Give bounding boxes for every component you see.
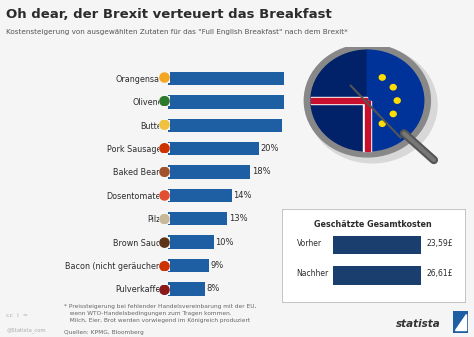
Circle shape [394,98,400,103]
Bar [168,258,209,272]
Text: Geschätzte Gesamtkosten: Geschätzte Gesamtkosten [314,220,432,229]
Circle shape [160,238,169,247]
Wedge shape [311,50,367,151]
Bar [311,98,367,103]
Bar [168,119,282,132]
Circle shape [160,73,169,82]
Text: 20%: 20% [261,144,279,153]
Bar [311,97,367,104]
Text: 26,61£: 26,61£ [426,269,453,278]
Circle shape [160,214,169,224]
Bar [168,235,214,249]
Text: 8%: 8% [206,284,219,293]
Text: Quellen: KPMG, Bloomberg: Quellen: KPMG, Bloomberg [64,330,144,335]
Circle shape [379,121,385,126]
Bar [168,282,204,296]
Text: Nachher: Nachher [297,269,329,278]
Text: cc  i  =: cc i = [6,313,28,318]
Circle shape [160,262,169,271]
Circle shape [160,144,169,153]
Circle shape [160,96,169,106]
FancyBboxPatch shape [333,266,421,285]
Circle shape [160,167,169,177]
Circle shape [379,75,385,80]
Text: @Statista_com: @Statista_com [6,327,46,333]
Circle shape [160,285,169,295]
Circle shape [304,44,430,157]
Text: 10%: 10% [215,238,234,247]
Circle shape [390,85,396,90]
Wedge shape [367,50,424,151]
Text: 23,59£: 23,59£ [426,239,453,248]
Text: 14%: 14% [234,191,252,200]
Text: 9%: 9% [211,261,224,270]
Text: statista: statista [396,318,440,329]
Bar [168,142,259,155]
Bar [168,95,304,109]
FancyBboxPatch shape [333,236,421,254]
Bar [168,72,322,85]
Circle shape [160,120,169,129]
Circle shape [308,47,437,163]
Bar [168,165,250,179]
Bar [168,189,232,202]
Bar [168,212,227,225]
Text: 13%: 13% [229,214,247,223]
Circle shape [390,111,396,117]
Text: Oh dear, der Brexit verteuert das Breakfast: Oh dear, der Brexit verteuert das Breakf… [6,8,332,22]
Bar [363,100,372,151]
Bar [365,100,370,151]
Polygon shape [455,314,465,330]
Text: Vorher: Vorher [297,239,322,248]
Text: 18%: 18% [252,167,270,177]
Text: 30%: 30% [306,97,325,106]
Circle shape [160,191,169,200]
Text: Kostensteigerung von ausgewählten Zutaten für das "Full English Breakfast" nach : Kostensteigerung von ausgewählten Zutate… [6,29,348,35]
Text: * Preissteigerung bei fehlender Handelsvereinbarung mit der EU,
   wenn WTO-Hand: * Preissteigerung bei fehlender Handelsv… [64,304,256,323]
Text: 34%: 34% [324,74,343,83]
Text: 25%: 25% [283,121,302,130]
